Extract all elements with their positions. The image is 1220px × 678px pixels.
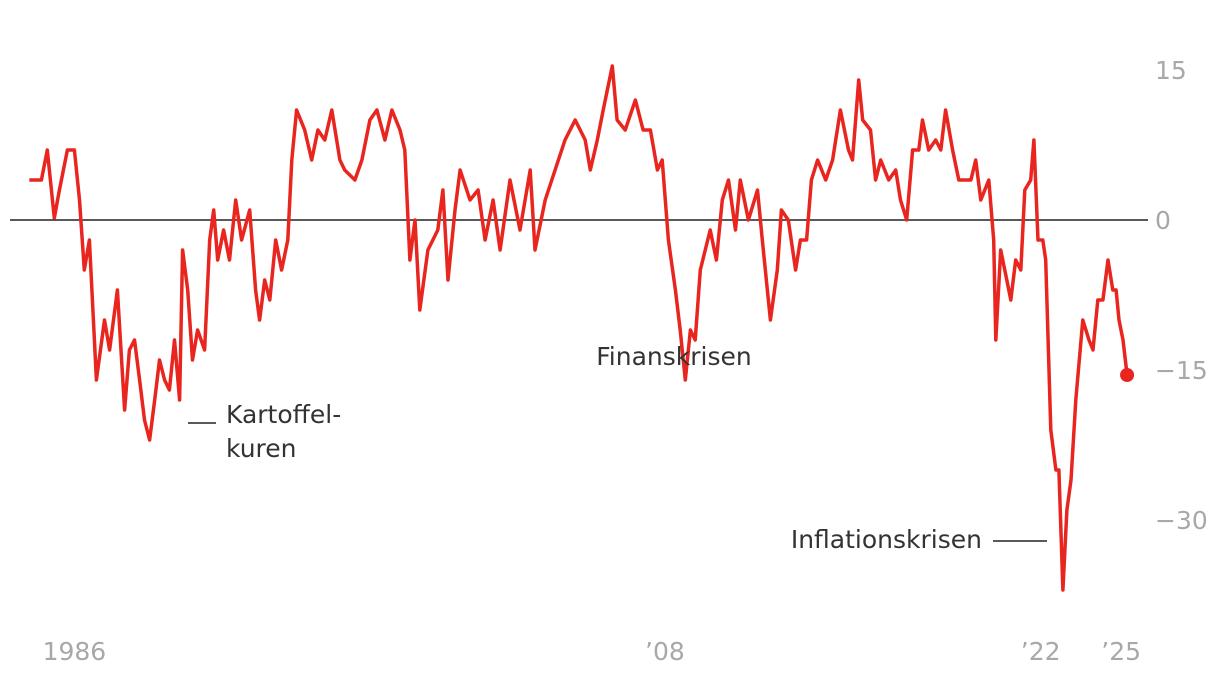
data-line: [29, 64, 1129, 592]
end-point: [1120, 368, 1135, 382]
x-tick-label: ’22: [1021, 637, 1061, 666]
annotation: Inflationskrisen: [791, 525, 982, 554]
x-tick-label: 1986: [43, 637, 107, 666]
y-tick-label: −30: [1155, 506, 1208, 535]
annotation: Finanskrisen: [596, 342, 752, 371]
x-tick-label: ’25: [1101, 637, 1141, 666]
x-tick-label: ’08: [645, 637, 685, 666]
y-tick-label: −15: [1155, 356, 1208, 385]
annotation: kuren: [226, 434, 297, 463]
y-tick-label: 0: [1155, 206, 1171, 235]
annotation: Kartoffel-: [226, 400, 341, 429]
y-tick-label: 15: [1155, 56, 1187, 85]
